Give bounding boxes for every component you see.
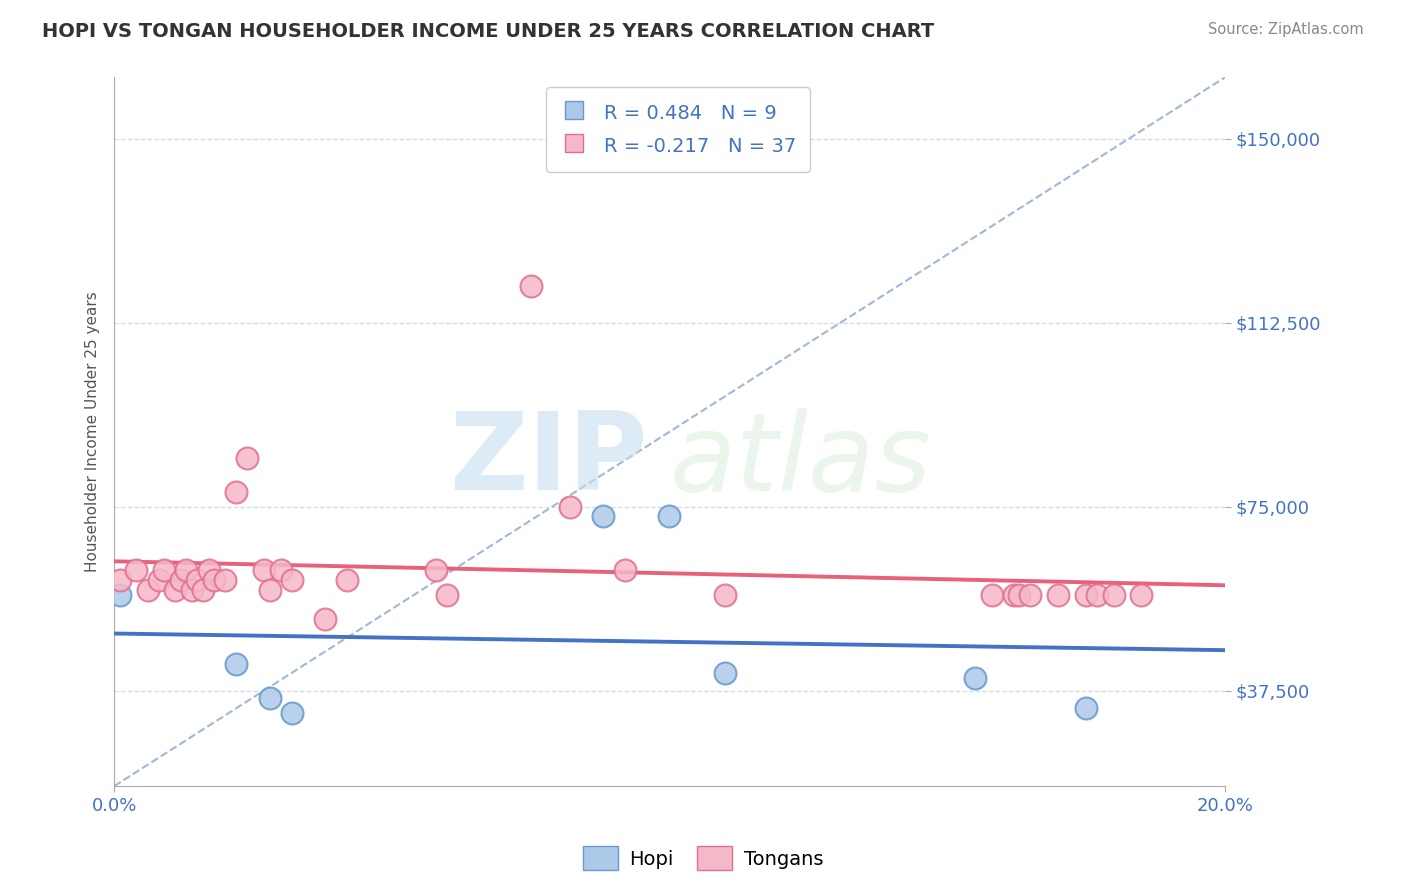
- Point: [225, 484, 247, 499]
- Point: [153, 563, 176, 577]
- Point: [125, 563, 148, 577]
- Y-axis label: Householder Income Under 25 years: Householder Income Under 25 years: [86, 292, 100, 572]
- Point: [714, 666, 737, 681]
- Point: [592, 509, 614, 524]
- Point: [1074, 588, 1097, 602]
- Point: [1102, 588, 1125, 602]
- Point: [1074, 700, 1097, 714]
- Point: [108, 573, 131, 587]
- Point: [314, 612, 336, 626]
- Point: [170, 573, 193, 587]
- Point: [202, 573, 225, 587]
- Point: [714, 588, 737, 602]
- Point: [1047, 588, 1070, 602]
- Point: [963, 671, 986, 685]
- Point: [281, 573, 304, 587]
- Point: [236, 450, 259, 465]
- Point: [425, 563, 447, 577]
- Point: [614, 563, 637, 577]
- Point: [980, 588, 1002, 602]
- Point: [197, 563, 219, 577]
- Point: [1019, 588, 1042, 602]
- Point: [281, 706, 304, 720]
- Legend: R = 0.484   N = 9, R = -0.217   N = 37: R = 0.484 N = 9, R = -0.217 N = 37: [546, 87, 810, 171]
- Point: [165, 582, 187, 597]
- Point: [558, 500, 581, 514]
- Point: [181, 582, 204, 597]
- Point: [176, 563, 198, 577]
- Point: [214, 573, 236, 587]
- Text: atlas: atlas: [669, 408, 931, 513]
- Point: [225, 657, 247, 671]
- Point: [658, 509, 681, 524]
- Point: [253, 563, 276, 577]
- Text: HOPI VS TONGAN HOUSEHOLDER INCOME UNDER 25 YEARS CORRELATION CHART: HOPI VS TONGAN HOUSEHOLDER INCOME UNDER …: [42, 22, 935, 41]
- Text: Source: ZipAtlas.com: Source: ZipAtlas.com: [1208, 22, 1364, 37]
- Point: [148, 573, 170, 587]
- Point: [108, 588, 131, 602]
- Point: [336, 573, 359, 587]
- Point: [259, 582, 281, 597]
- Legend: Hopi, Tongans: Hopi, Tongans: [575, 838, 831, 878]
- Point: [436, 588, 458, 602]
- Text: ZIP: ZIP: [449, 407, 647, 513]
- Point: [1008, 588, 1031, 602]
- Point: [186, 573, 208, 587]
- Point: [191, 582, 214, 597]
- Point: [1130, 588, 1153, 602]
- Point: [519, 278, 541, 293]
- Point: [1085, 588, 1108, 602]
- Point: [1002, 588, 1025, 602]
- Point: [136, 582, 159, 597]
- Point: [270, 563, 292, 577]
- Point: [259, 690, 281, 705]
